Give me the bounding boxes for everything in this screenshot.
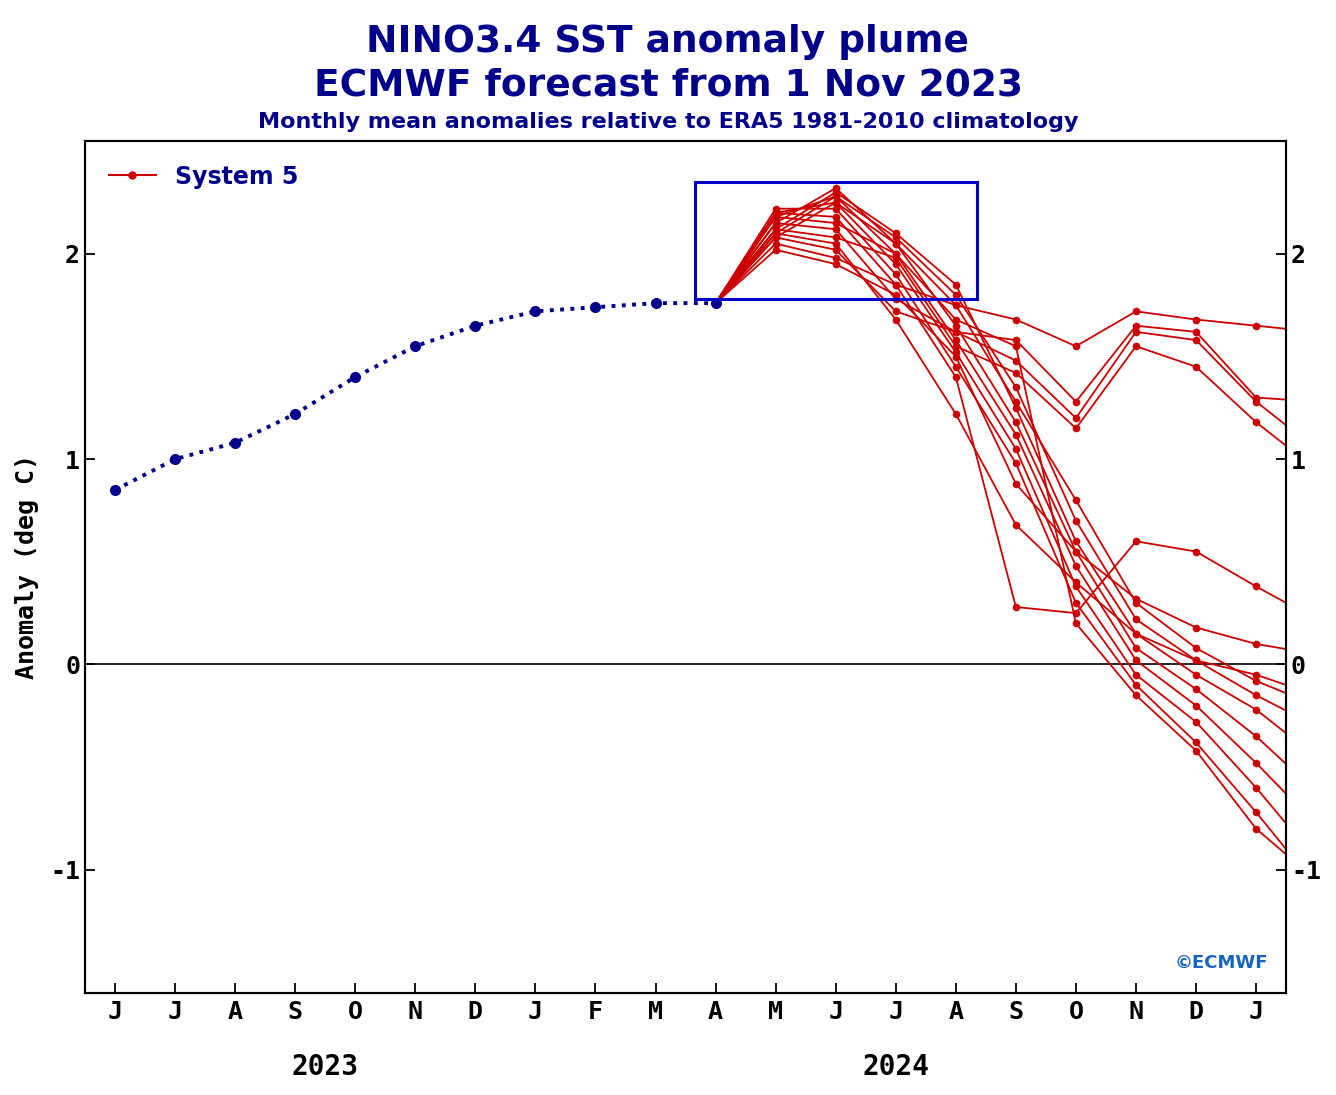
Y-axis label: Anomaly (deg C): Anomaly (deg C) xyxy=(15,454,39,680)
Text: ECMWF forecast from 1 Nov 2023: ECMWF forecast from 1 Nov 2023 xyxy=(314,68,1022,104)
Text: ©ECMWF: ©ECMWF xyxy=(1174,954,1268,971)
Bar xyxy=(695,182,977,299)
Legend: System 5: System 5 xyxy=(96,152,310,200)
Text: 2023: 2023 xyxy=(291,1052,358,1081)
Text: 2024: 2024 xyxy=(862,1052,930,1081)
Text: NINO3.4 SST anomaly plume: NINO3.4 SST anomaly plume xyxy=(366,24,970,60)
Text: Monthly mean anomalies relative to ERA5 1981-2010 climatology: Monthly mean anomalies relative to ERA5 … xyxy=(258,112,1078,131)
